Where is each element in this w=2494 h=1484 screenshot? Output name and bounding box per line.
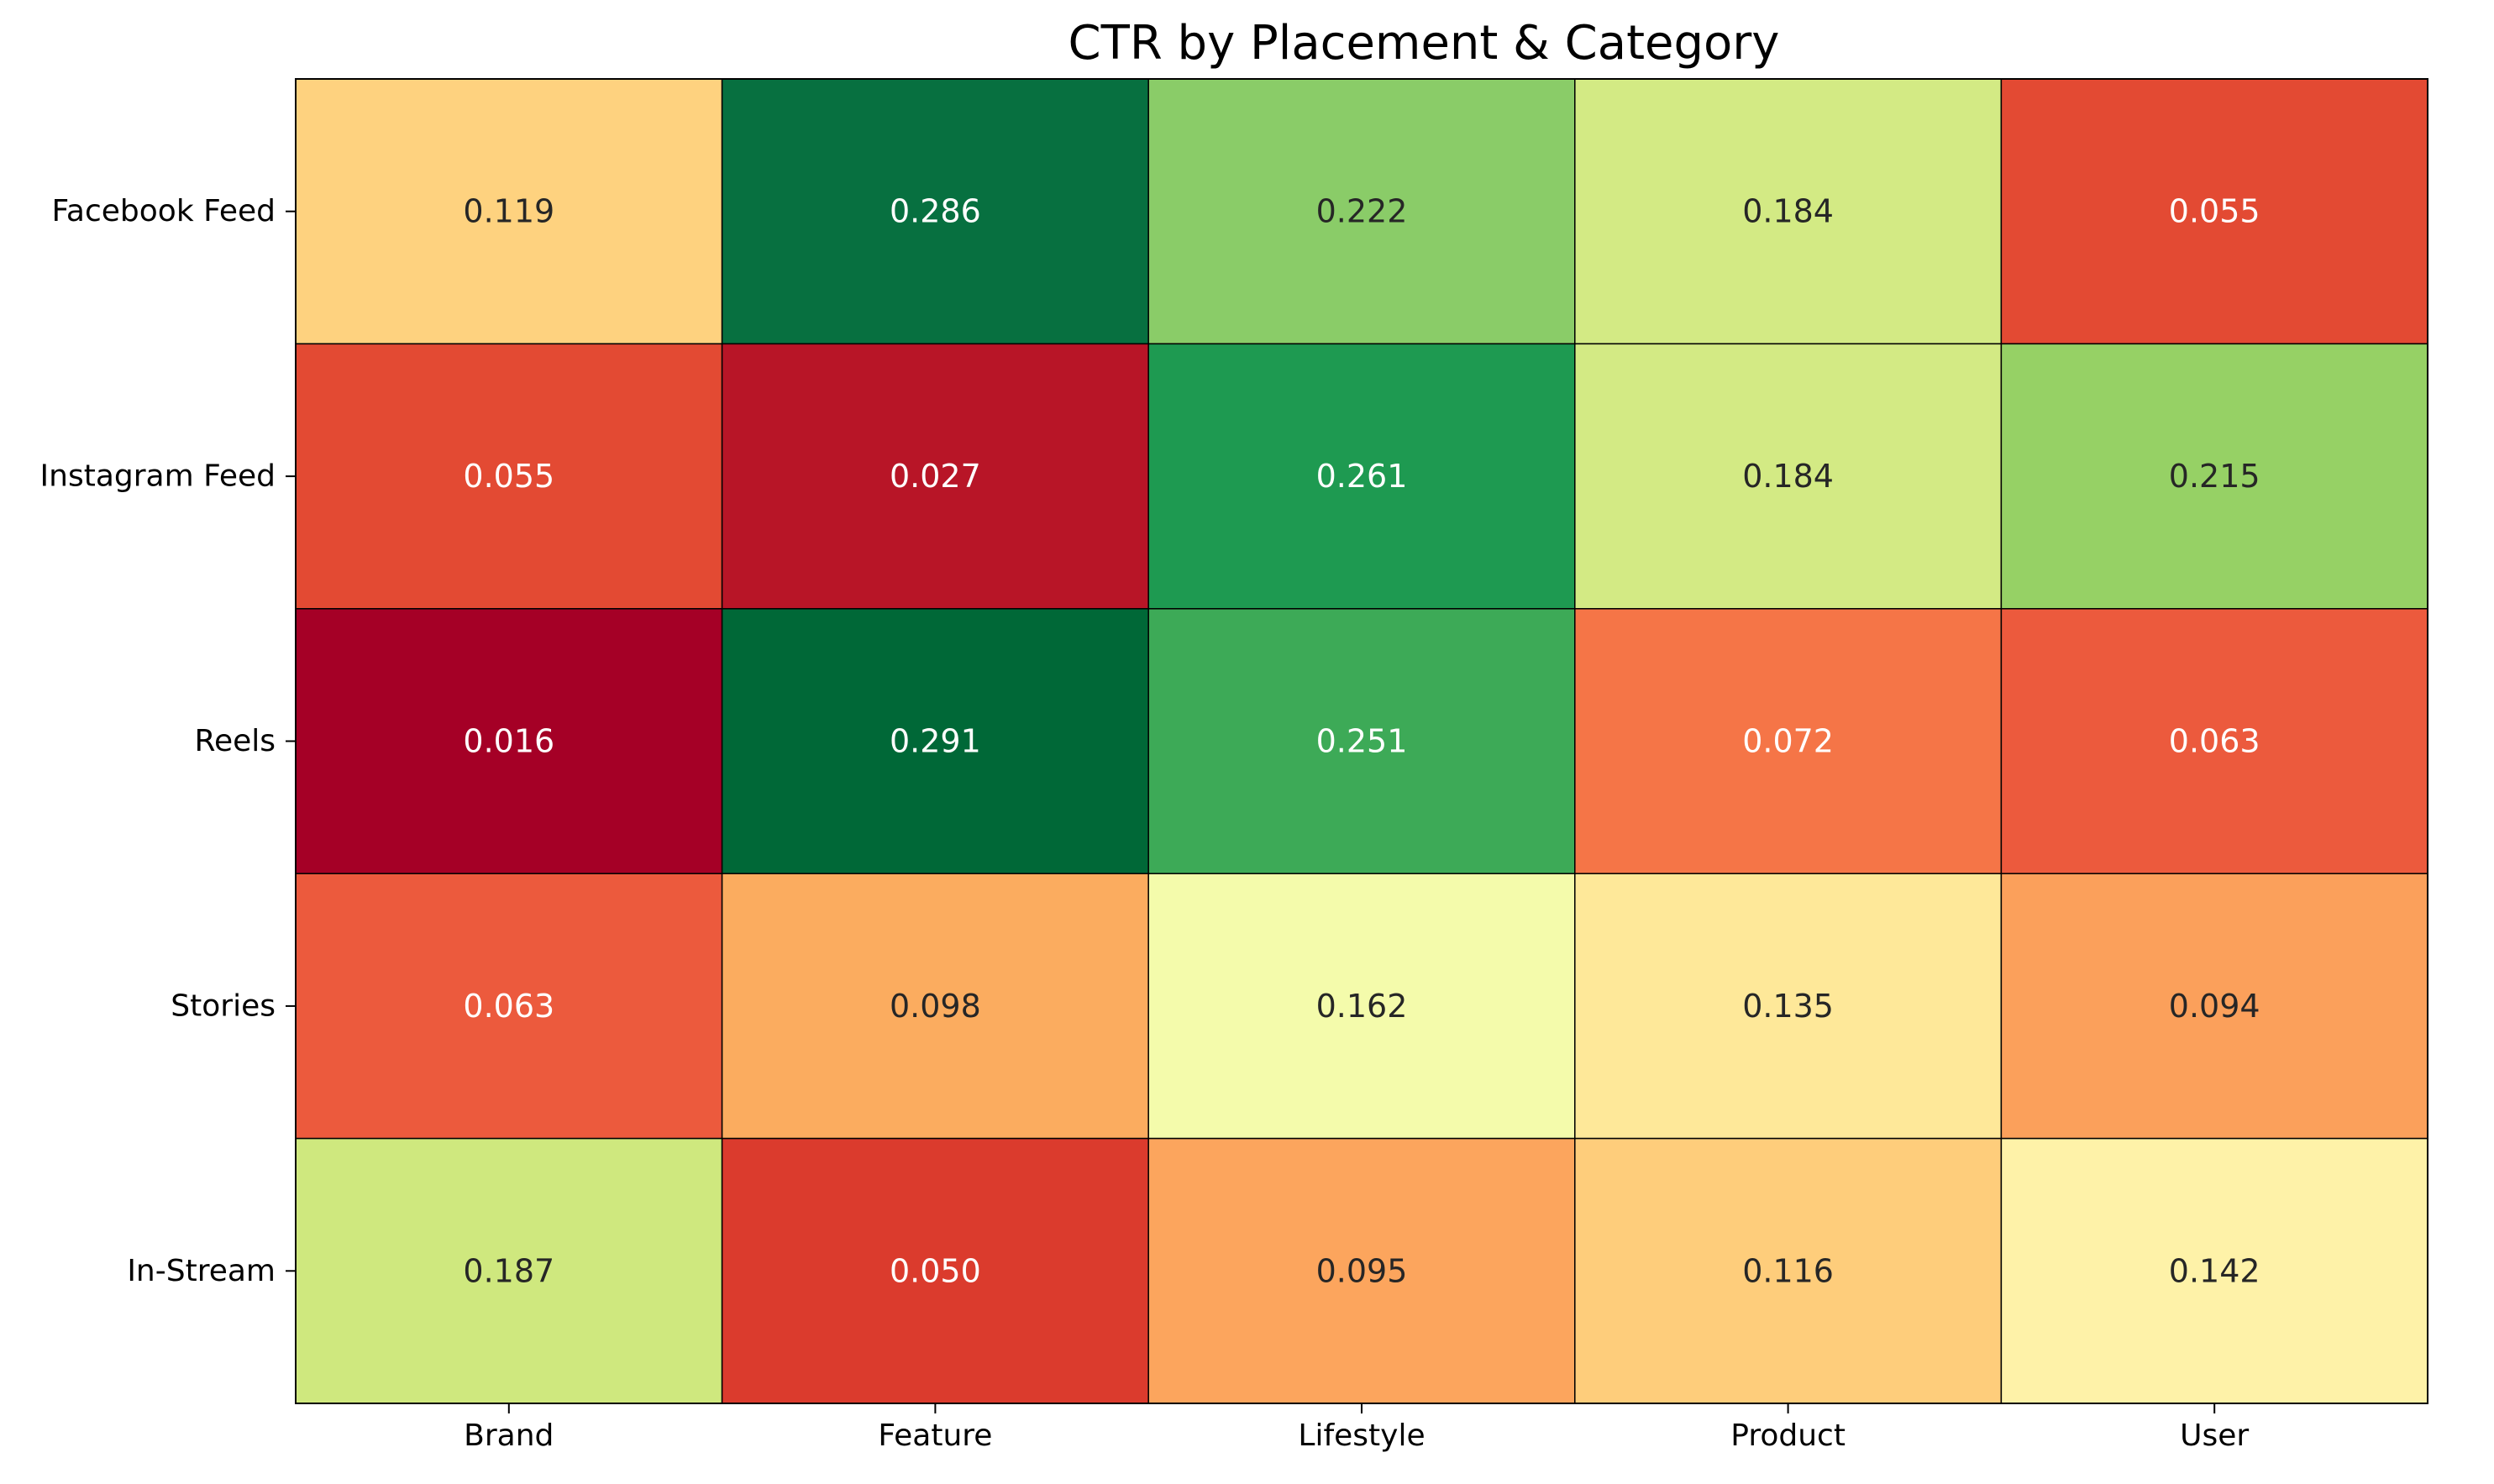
cell-value-labels: 0.119 0.286 0.222 0.184 0.055 0.055 0.027 0.261… xyxy=(463,193,2260,1290)
cell-value-label: 0.063 xyxy=(463,988,554,1025)
x-tick-label: Brand xyxy=(464,1418,554,1453)
cell-value-label: 0.187 xyxy=(463,1252,554,1289)
x-tick-label: Feature xyxy=(878,1418,992,1453)
cell-value-label: 0.291 xyxy=(890,723,981,760)
cell-value-label: 0.055 xyxy=(463,458,554,495)
plot-frame xyxy=(295,78,2428,1404)
cell-value-label: 0.215 xyxy=(2169,458,2260,495)
heatmap-cells xyxy=(295,78,2428,1404)
y-tick-label: Instagram Feed xyxy=(40,459,276,494)
heatmap-cell xyxy=(721,343,1149,610)
cell-value-label: 0.286 xyxy=(890,193,981,230)
heatmap-cell xyxy=(1574,1137,2003,1404)
cell-value-label: 0.027 xyxy=(890,458,981,495)
heatmap-cell xyxy=(1574,873,2003,1140)
y-tick-label: Reels xyxy=(195,724,276,758)
cell-value-label: 0.050 xyxy=(890,1252,981,1289)
heatmap-cell xyxy=(295,1137,723,1404)
heatmap-cell xyxy=(295,343,723,610)
cell-value-label: 0.016 xyxy=(463,723,554,760)
y-tick-label: Facebook Feed xyxy=(52,194,276,228)
cell-value-label: 0.135 xyxy=(1742,988,1834,1025)
cell-value-label: 0.063 xyxy=(2169,723,2260,760)
heatmap-cell xyxy=(721,873,1149,1140)
heatmap-cell xyxy=(1147,1137,1576,1404)
heatmap-cell xyxy=(1574,343,2003,610)
heatmap-cell xyxy=(1574,78,2003,345)
cell-value-label: 0.098 xyxy=(890,988,981,1025)
cell-value-label: 0.055 xyxy=(2169,193,2260,230)
cell-value-label: 0.072 xyxy=(1742,723,1834,760)
cell-value-label: 0.222 xyxy=(1316,193,1408,230)
heatmap-cell xyxy=(721,1137,1149,1404)
y-tick-label: Stories xyxy=(171,988,276,1023)
heatmap-cell xyxy=(1574,608,2003,874)
cell-value-label: 0.119 xyxy=(463,193,554,230)
chart-title: CTR by Placement & Category xyxy=(1068,16,1780,71)
x-tick-label: User xyxy=(2180,1418,2249,1453)
cell-value-label: 0.261 xyxy=(1316,458,1408,495)
heatmap-cell xyxy=(1147,608,1576,874)
cell-value-label: 0.116 xyxy=(1742,1252,1834,1289)
heatmap-cell xyxy=(721,608,1149,874)
heatmap-cell xyxy=(295,873,723,1140)
cell-value-label: 0.142 xyxy=(2169,1252,2260,1289)
x-tick-label: Lifestyle xyxy=(1298,1418,1425,1453)
cell-value-label: 0.184 xyxy=(1742,193,1834,230)
heatmap-cell xyxy=(2000,873,2428,1140)
cell-value-label: 0.095 xyxy=(1316,1252,1408,1289)
heatmap-cell xyxy=(295,78,723,345)
cell-value-label: 0.251 xyxy=(1316,723,1408,760)
heatmap-cell xyxy=(2000,608,2428,874)
cell-value-label: 0.184 xyxy=(1742,458,1834,495)
heatmap-cell xyxy=(1147,78,1576,345)
cell-value-label: 0.094 xyxy=(2169,988,2260,1025)
heatmap-cell xyxy=(1147,873,1576,1140)
x-axis: Brand Feature Lifestyle Product User xyxy=(295,78,2428,1453)
heatmap-cell xyxy=(1147,343,1576,610)
y-tick-label: In-Stream xyxy=(127,1254,276,1288)
heatmap-cell xyxy=(2000,343,2428,610)
x-tick-label: Product xyxy=(1730,1418,1846,1453)
heatmap-cell xyxy=(2000,1137,2428,1404)
cell-value-label: 0.162 xyxy=(1316,988,1408,1025)
y-axis: Facebook Feed Instagram Feed Reels Stories I… xyxy=(40,194,296,1288)
